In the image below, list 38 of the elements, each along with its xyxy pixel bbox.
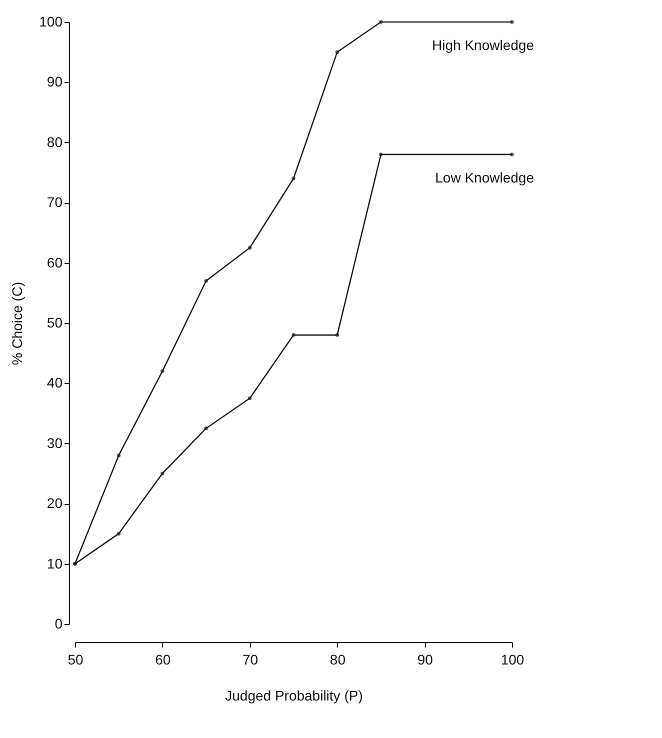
y-tick-label: 0 — [54, 616, 63, 632]
y-tick-label: 70 — [46, 194, 63, 210]
y-tick-label: 40 — [46, 374, 63, 391]
y-tick-label: 20 — [46, 495, 63, 512]
x-tick-label: 60 — [155, 652, 171, 668]
y-tick-label: 60 — [46, 254, 63, 270]
point — [292, 176, 296, 180]
point — [248, 396, 252, 400]
y-tick-label: 90 — [46, 74, 63, 90]
point — [248, 246, 252, 250]
point — [116, 532, 121, 536]
point — [335, 333, 340, 337]
point — [379, 20, 383, 24]
series-label: Low Knowledge — [435, 169, 534, 186]
y-tick-label: 100 — [39, 14, 63, 30]
x-tick-label: 80 — [330, 652, 346, 668]
x-axis-title: Judged Probability (P) — [225, 688, 363, 704]
x-tick-label: 70 — [242, 652, 258, 668]
point — [379, 152, 383, 156]
point — [292, 333, 296, 337]
point — [160, 369, 164, 374]
point — [73, 562, 77, 566]
point — [160, 472, 164, 476]
y-tick-label: 80 — [46, 134, 63, 150]
series-label: High Knowledge — [432, 37, 534, 53]
point — [204, 426, 208, 430]
x-tick-label: 100 — [500, 652, 524, 668]
point — [204, 278, 208, 283]
x-tick-label: 90 — [417, 652, 434, 668]
point — [116, 454, 121, 458]
x-tick-label: 50 — [68, 652, 84, 668]
point — [510, 152, 514, 156]
y-tick-label: 30 — [46, 434, 63, 451]
y-axis-title: % Choice (C) — [9, 282, 26, 366]
y-tick-label: 50 — [46, 314, 63, 330]
point — [510, 20, 514, 24]
point — [335, 50, 340, 54]
y-tick-label: 10 — [46, 555, 63, 572]
